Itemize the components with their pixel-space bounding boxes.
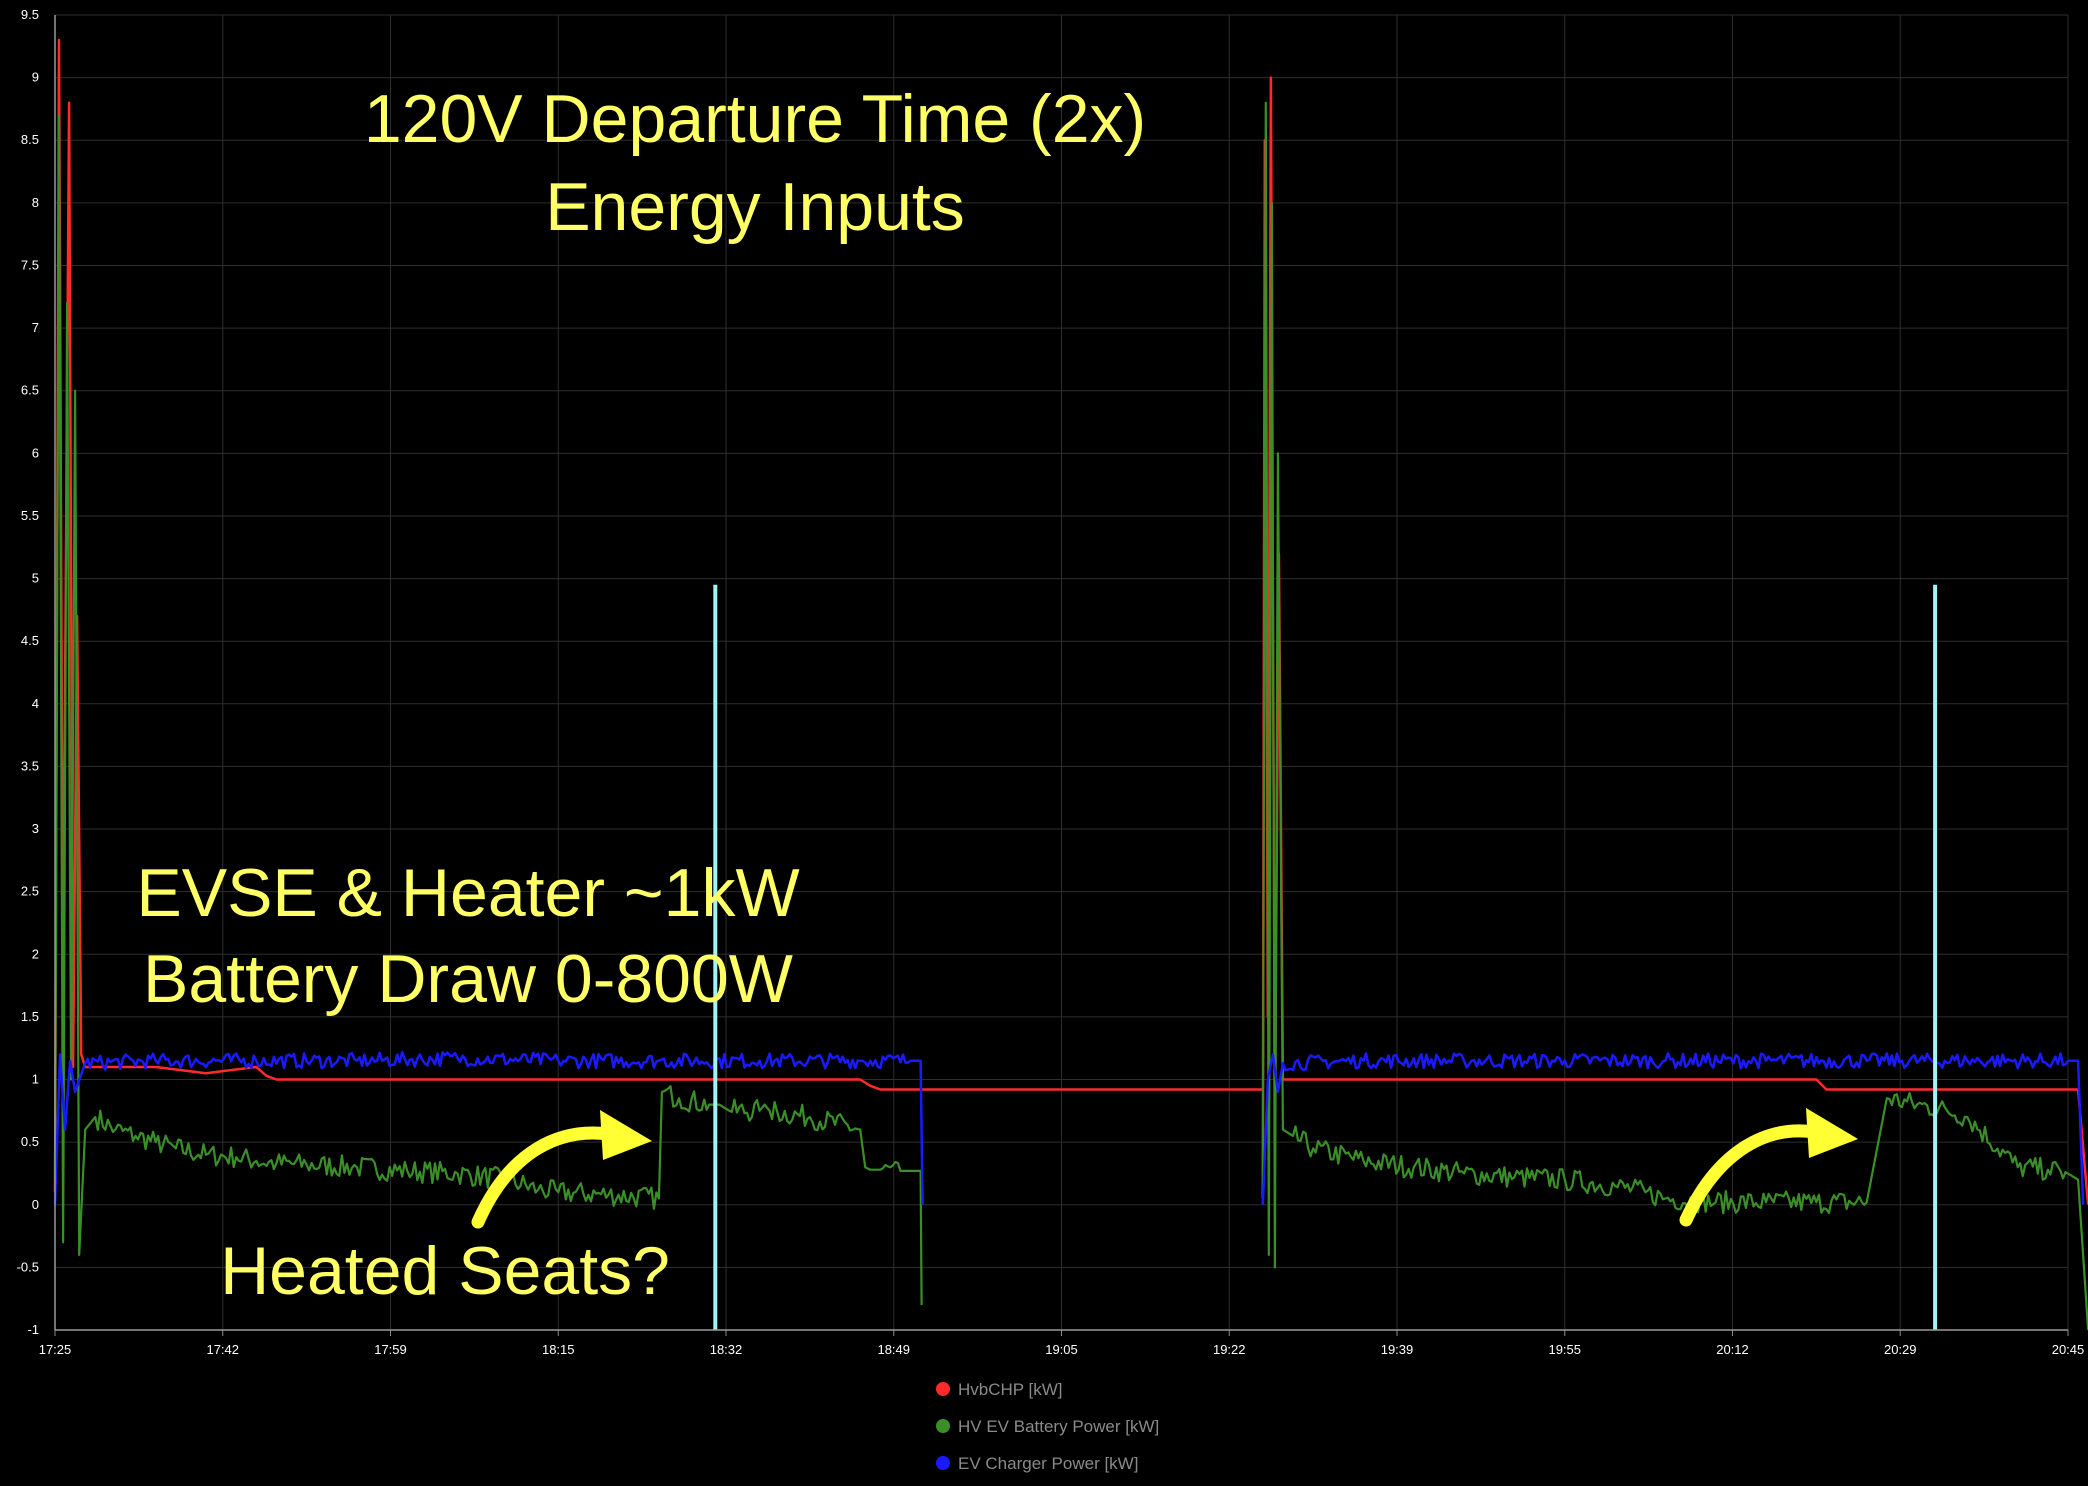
annotation-title-line2: Energy Inputs [545, 169, 965, 245]
y-tick-label: 0 [32, 1197, 39, 1212]
y-tick-label: 8.5 [21, 132, 39, 147]
x-tick-label: 17:25 [39, 1342, 72, 1357]
x-tick-label: 18:15 [542, 1342, 575, 1357]
legend-label: HvbCHP [kW] [958, 1380, 1063, 1399]
y-tick-label: 5 [32, 571, 39, 586]
legend-label: HV EV Battery Power [kW] [958, 1417, 1159, 1436]
y-tick-label: 2 [32, 946, 39, 961]
x-tick-label: 19:05 [1045, 1342, 1078, 1357]
series-line [53, 38, 1263, 1193]
x-tick-label: 20:12 [1716, 1342, 1749, 1357]
y-tick-label: 4 [32, 696, 39, 711]
annotation-heated-seats: Heated Seats? [220, 1233, 670, 1309]
y-tick-label: 9 [32, 70, 39, 85]
arrow-icon [1679, 1108, 1858, 1227]
x-tick-label: 19:22 [1213, 1342, 1246, 1357]
legend: HvbCHP [kW] HV EV Battery Power [kW] EV … [936, 1380, 1159, 1473]
annotations: 120V Departure Time (2x) Energy Inputs E… [136, 81, 1858, 1309]
legend-item[interactable]: EV Charger Power [kW] [936, 1454, 1138, 1473]
series-line [53, 1050, 924, 1205]
y-tick-label: -1 [27, 1322, 39, 1337]
annotation-evse-line2: Battery Draw 0-800W [143, 941, 793, 1017]
y-tick-label: 7.5 [21, 257, 39, 272]
y-tick-label: 4.5 [21, 633, 39, 648]
legend-marker [936, 1456, 950, 1470]
annotation-evse-line1: EVSE & Heater ~1kW [136, 855, 799, 931]
annotation-title-line1: 120V Departure Time (2x) [364, 81, 1146, 157]
x-tick-label: 17:42 [206, 1342, 239, 1357]
x-tick-label: 19:39 [1381, 1342, 1414, 1357]
y-tick-label: 1.5 [21, 1009, 39, 1024]
y-tick-label: -0.5 [17, 1259, 39, 1274]
arrow-icon [471, 1110, 652, 1229]
legend-item[interactable]: HV EV Battery Power [kW] [936, 1417, 1159, 1436]
x-tick-label: 18:49 [877, 1342, 910, 1357]
y-tick-label: 9.5 [21, 7, 39, 22]
legend-marker [936, 1419, 950, 1433]
y-tick-label: 2.5 [21, 884, 39, 899]
y-tick-label: 1 [32, 1072, 39, 1087]
x-tick-label: 20:45 [2052, 1342, 2085, 1357]
series-line [1261, 101, 2088, 1331]
y-tick-label: 3 [32, 821, 39, 836]
y-tick-label: 8 [32, 195, 39, 210]
x-tick-label: 18:32 [710, 1342, 743, 1357]
legend-item[interactable]: HvbCHP [kW] [936, 1380, 1063, 1399]
y-tick-label: 7 [32, 320, 39, 335]
series-line [1261, 1052, 2085, 1205]
y-tick-label: 5.5 [21, 508, 39, 523]
x-tick-label: 17:59 [374, 1342, 407, 1357]
series-lines [53, 38, 2088, 1331]
x-tick-label: 19:55 [1548, 1342, 1581, 1357]
x-tick-label: 20:29 [1884, 1342, 1917, 1357]
y-tick-label: 6.5 [21, 383, 39, 398]
legend-label: EV Charger Power [kW] [958, 1454, 1138, 1473]
legend-marker [936, 1382, 950, 1396]
y-tick-label: 0.5 [21, 1134, 39, 1149]
series-line [53, 114, 923, 1306]
y-tick-label: 3.5 [21, 758, 39, 773]
y-tick-label: 6 [32, 445, 39, 460]
axes: -1 -0.5 0 0.5 1 1.5 2 2.5 3 3.5 4 4.5 5 5.5 6 6.5 7 7.5 8 8… [17, 7, 2085, 1357]
grid [54, 14, 2069, 1331]
